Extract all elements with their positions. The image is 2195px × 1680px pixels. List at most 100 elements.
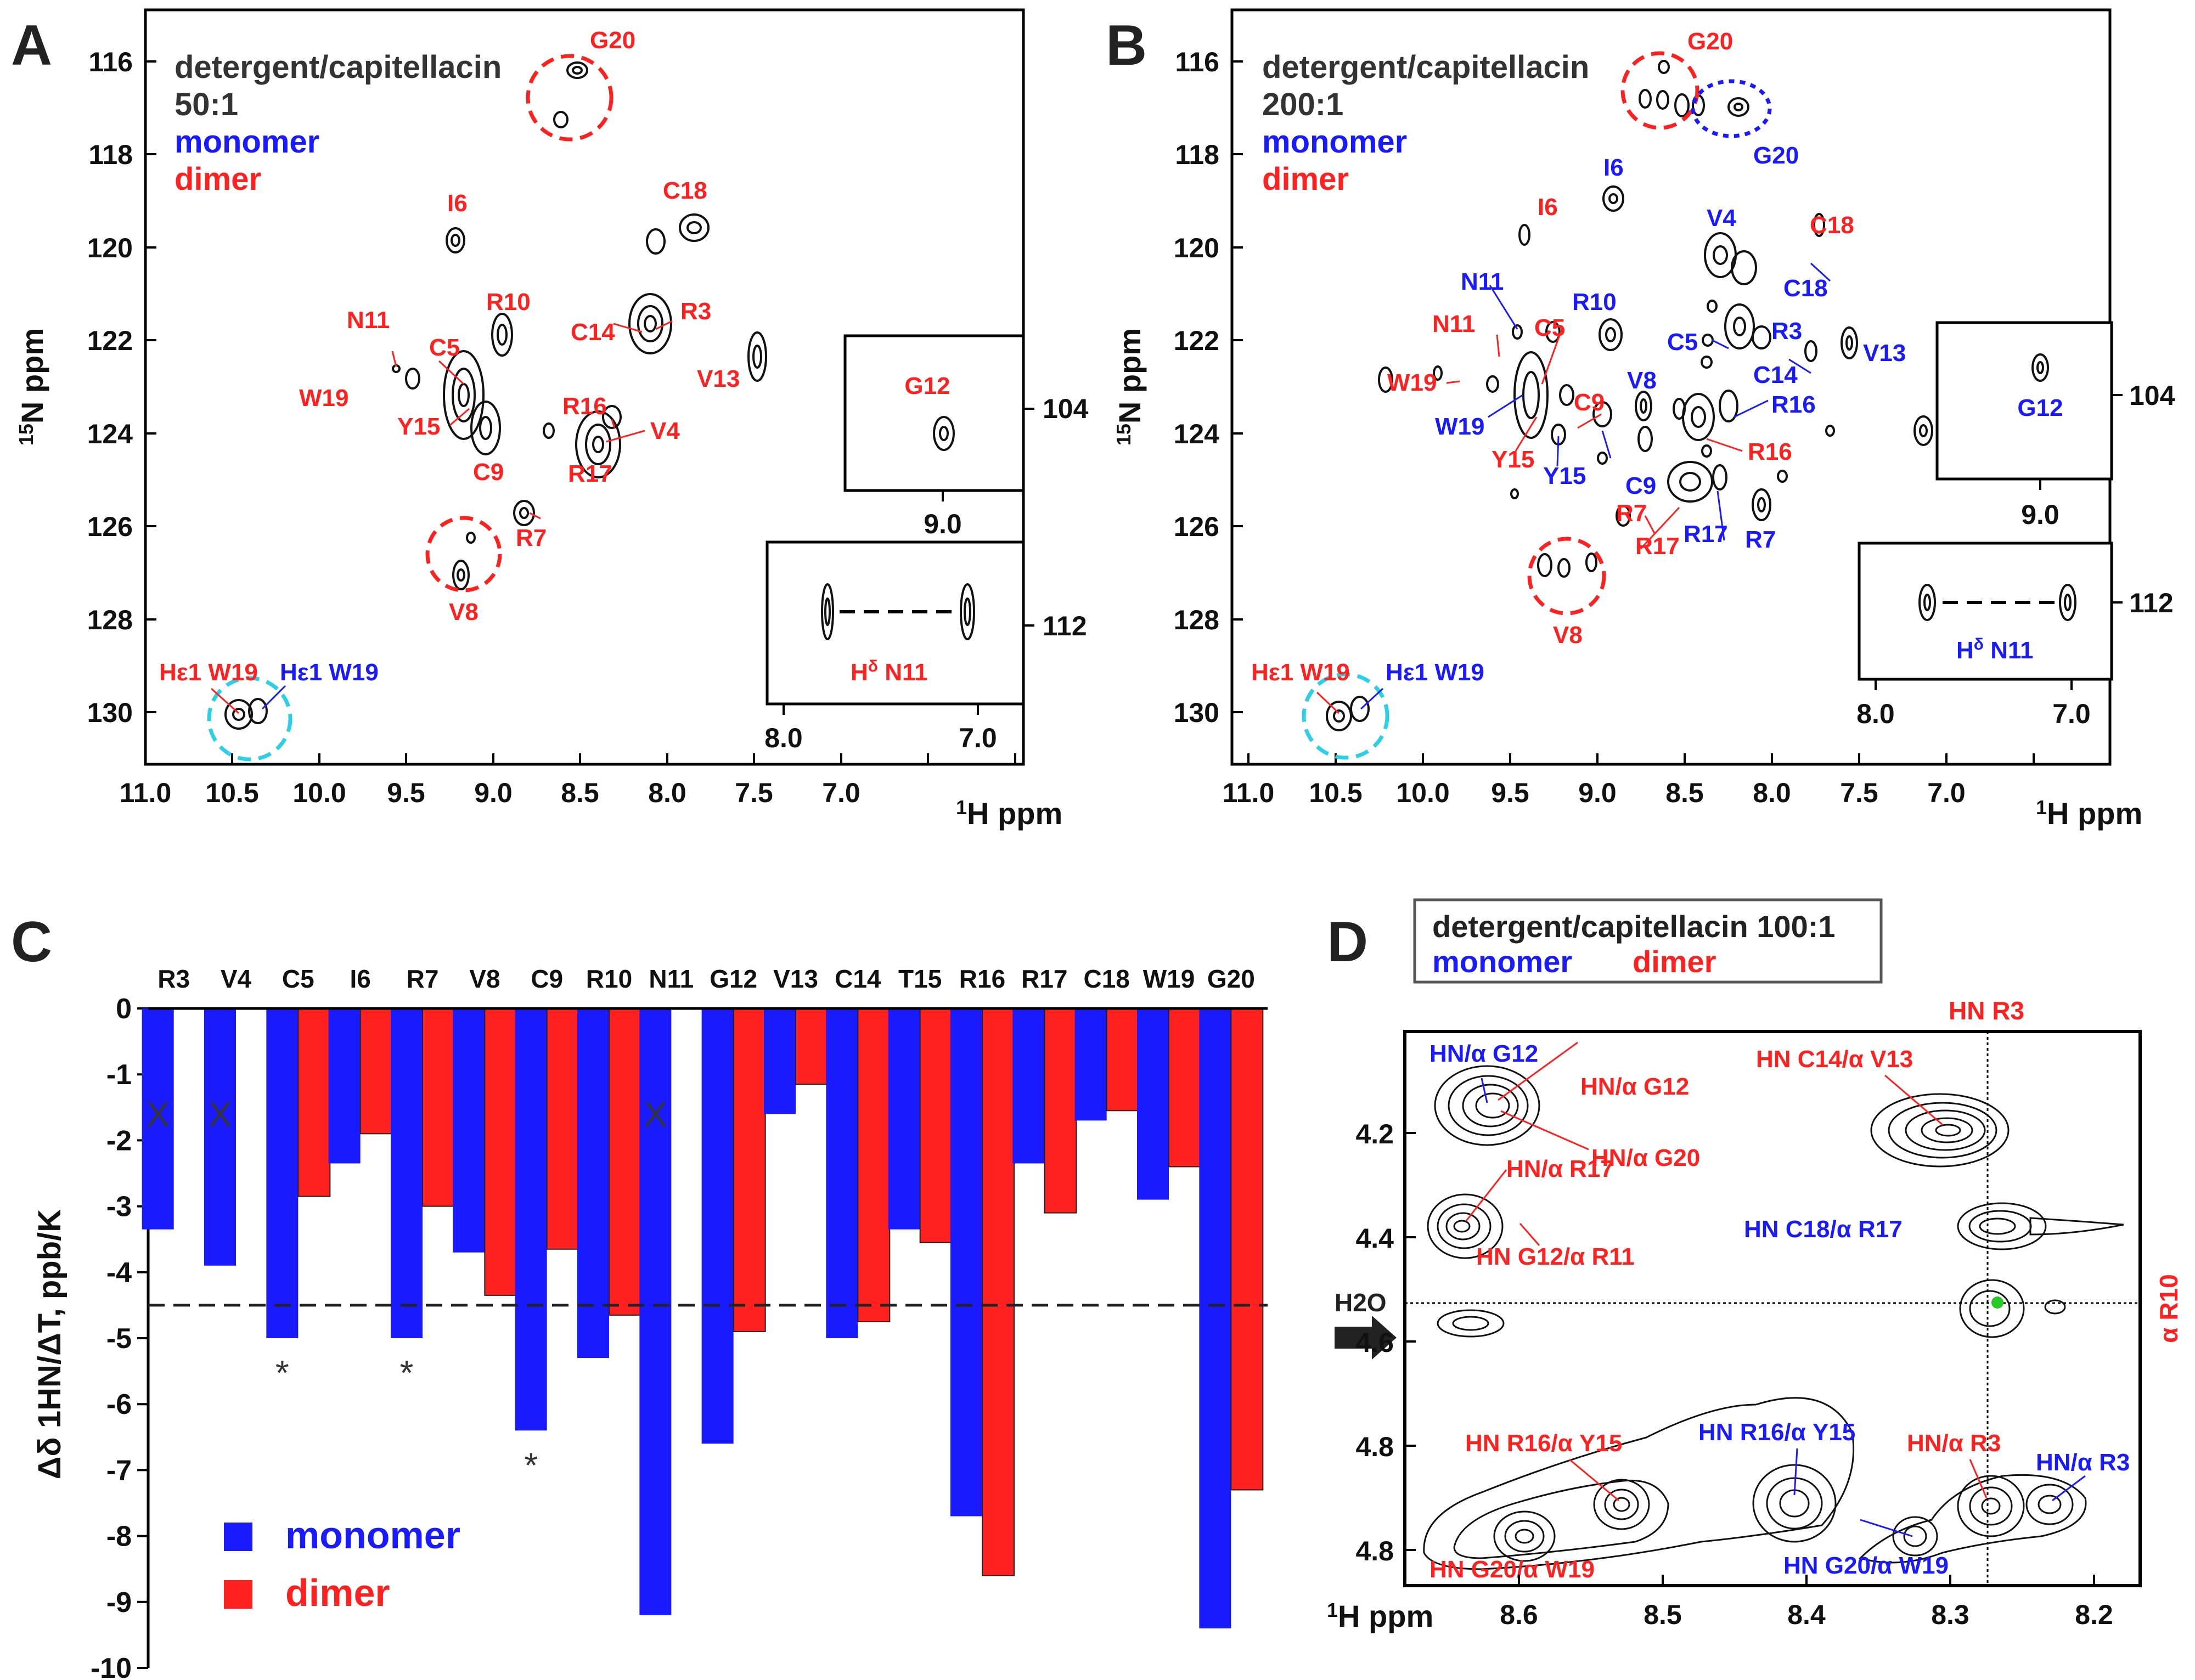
peak <box>679 213 710 242</box>
label-r7: R7 <box>516 525 547 551</box>
bar-monomer-r7 <box>391 1008 423 1338</box>
peak <box>566 61 588 79</box>
panel-a: A detergent/capitellacin 50:1 monomer di… <box>11 8 1089 831</box>
peak <box>443 350 485 440</box>
bar-category-label: C14 <box>835 965 881 993</box>
panel-d-legend-dimer: dimer <box>1633 944 1716 979</box>
peak <box>686 221 702 234</box>
b-label-g20-blue: G20 <box>1753 142 1799 169</box>
bar-monomer-w19 <box>1137 1008 1169 1200</box>
d-label-b-hn-r3: HN/α R3 <box>2036 1449 2130 1476</box>
bar-category-label: V13 <box>773 965 818 993</box>
b-label-r10-blue: R10 <box>1572 289 1617 315</box>
inset-bottom-xtick: 8.0 <box>764 723 803 753</box>
bar-dimer-g12 <box>733 1008 766 1332</box>
label-v8: V8 <box>449 599 479 625</box>
d-xtick: 8.2 <box>2075 1599 2113 1630</box>
d-label-b-hn-g12: HN/α G12 <box>1429 1040 1538 1067</box>
panel-a-ytick: 118 <box>88 139 133 170</box>
panel-a-leaders <box>210 320 673 714</box>
label-c5: C5 <box>429 334 460 361</box>
d-label-r-hn-r3: HN/α R3 <box>1907 1430 2001 1457</box>
label-c18: C18 <box>663 177 707 204</box>
b-cyan-circle-w19 <box>1302 672 1389 760</box>
inset-top-ytick: 104 <box>1043 393 1089 424</box>
label-r16: R16 <box>562 393 607 420</box>
peak <box>479 416 492 440</box>
bar-category-label: W19 <box>1143 965 1195 993</box>
panel-a-xtick: 7.0 <box>822 777 860 808</box>
bar-dimer-v13 <box>795 1008 828 1085</box>
panel-d-right-label: α R10 <box>2154 1274 2183 1343</box>
bar-monomer-v4 <box>204 1008 236 1266</box>
panel-b-xtick: 10.5 <box>1309 777 1362 808</box>
panel-d-frame <box>1403 1030 2142 1587</box>
panel-b-xtick: 11.0 <box>1223 777 1275 808</box>
inset-bottom-peaks <box>821 583 975 640</box>
bar-dimer-c5 <box>297 1008 331 1197</box>
bar-monomer-v13 <box>764 1008 796 1114</box>
panel-b-xtick: 7.5 <box>1840 777 1878 808</box>
panel-b-legend-dimer: dimer <box>1262 161 1349 197</box>
panel-b-ytick: 128 <box>1174 605 1219 635</box>
bar-y-tick-label: -7 <box>106 1455 132 1486</box>
bar-monomer-c14 <box>826 1008 858 1338</box>
bar-monomer-r16 <box>950 1008 982 1516</box>
bar-category-label: R16 <box>959 965 1005 993</box>
panel-a-x-ticks: 11.0 10.5 10.0 9.5 9.0 8.5 8.0 7.5 7.0 <box>120 753 1016 808</box>
bar-category-label: R3 <box>157 965 190 993</box>
bar-monomer-c9 <box>515 1008 547 1431</box>
panel-d-label: D <box>1327 910 1368 974</box>
label-n11: N11 <box>347 307 390 334</box>
panel-a-legend-dimer: dimer <box>175 161 261 197</box>
b-label-r17-red: R17 <box>1635 533 1680 560</box>
bar-y-tick-label: -9 <box>106 1587 132 1619</box>
b-label-v8-blue: V8 <box>1627 367 1657 394</box>
b-label-c9-blue: C9 <box>1625 472 1656 499</box>
bar-chart: 0 -1 -2 -3 -4 -5 -6 -7 -8 -9 -10 X R3 X V4 C5 * I6 R7 * V8 C9… <box>91 965 1268 1680</box>
bar-category-label: G20 <box>1207 965 1255 993</box>
bar-missing-marker: X <box>644 1095 667 1134</box>
bar-dimer-i6 <box>359 1008 393 1135</box>
label-v13: V13 <box>697 365 740 392</box>
bar-significance-marker: * <box>275 1353 289 1393</box>
b-label-r7-blue: R7 <box>1745 526 1776 553</box>
panel-a-legend-title: detergent/capitellacin <box>175 49 502 85</box>
panel-d-legend-box <box>1413 898 1883 984</box>
bar-category-label: N11 <box>649 965 694 993</box>
panel-b-ytick: 122 <box>1174 325 1219 356</box>
d-label-b-g20-w19: HN G20/α W19 <box>1783 1552 1949 1579</box>
b-monomer-circle-g20 <box>1691 79 1772 138</box>
label-y15: Y15 <box>397 413 440 440</box>
bar-dimer-c18 <box>1106 1008 1139 1112</box>
bar-y-tick-label: -1 <box>106 1059 132 1091</box>
b-label-c18-red: C18 <box>1810 212 1854 239</box>
d-ytick: 4.2 <box>1355 1119 1394 1149</box>
panel-b-labels-red: G20 I6 C18 N11 C5 W19 C9 Y15 R16 R7 R17 … <box>1251 28 1854 686</box>
label-r10: R10 <box>486 289 531 315</box>
b-inset-bottom-ytick: 112 <box>2129 588 2174 618</box>
peak <box>572 66 583 75</box>
bar-category-label: R7 <box>407 965 439 993</box>
bar-category-label: V4 <box>221 965 252 993</box>
panel-b-x-ticks: 11.0 10.5 10.0 9.5 9.0 8.5 8.0 7.5 7.0 <box>1223 753 2035 808</box>
peak <box>491 313 513 357</box>
panel-b-xtick: 8.5 <box>1665 777 1704 808</box>
b-label-c5-blue: C5 <box>1667 329 1698 356</box>
legend-swatch-dimer <box>224 1580 252 1609</box>
b-label-c18-blue: C18 <box>1783 275 1828 302</box>
panel-a-ytick: 122 <box>87 325 133 356</box>
b-label-r17-blue: R17 <box>1684 521 1728 548</box>
bar-y-tick-label: -8 <box>106 1521 132 1553</box>
d-label-r-hn-g20: HN/α G20 <box>1591 1145 1700 1171</box>
panel-b-inset-bottom <box>1858 542 2113 681</box>
bar-category-label: I6 <box>350 965 370 993</box>
peak <box>644 315 657 332</box>
peak <box>592 436 604 453</box>
panel-b-ytick: 130 <box>1174 697 1219 728</box>
d-label-b-c18-r17: HN C18/α R17 <box>1744 1216 1903 1243</box>
panel-b-ytick: 116 <box>1175 47 1219 77</box>
b-label-v4-blue: V4 <box>1707 205 1736 232</box>
inset-top-xtick: 9.0 <box>924 509 962 539</box>
water-label: H2O <box>1335 1288 1387 1317</box>
